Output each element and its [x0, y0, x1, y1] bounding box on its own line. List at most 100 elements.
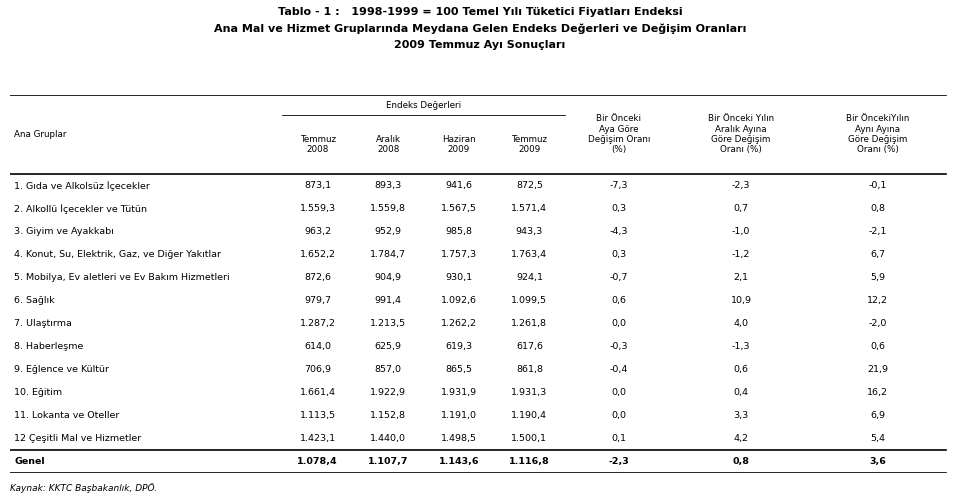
Text: 1.099,5: 1.099,5: [512, 296, 547, 305]
Text: 5,9: 5,9: [870, 273, 885, 282]
Text: 6,9: 6,9: [870, 411, 885, 420]
Text: 21,9: 21,9: [867, 365, 888, 374]
Text: Aralık
2008: Aralık 2008: [375, 135, 400, 154]
Text: 941,6: 941,6: [445, 181, 472, 190]
Text: 4,0: 4,0: [733, 319, 749, 328]
Text: 4,2: 4,2: [733, 434, 749, 443]
Text: 12 Çeşitli Mal ve Hizmetler: 12 Çeşitli Mal ve Hizmetler: [14, 434, 141, 443]
Text: -2,3: -2,3: [609, 457, 629, 466]
Text: -0,3: -0,3: [610, 342, 628, 351]
Text: 1.567,5: 1.567,5: [441, 204, 477, 213]
Text: Temmuz
2009: Temmuz 2009: [512, 135, 547, 154]
Text: 625,9: 625,9: [374, 342, 402, 351]
Text: 0,1: 0,1: [612, 434, 626, 443]
Text: 1.423,1: 1.423,1: [300, 434, 336, 443]
Text: 1.113,5: 1.113,5: [300, 411, 336, 420]
Text: 1.116,8: 1.116,8: [509, 457, 550, 466]
Text: 2,1: 2,1: [733, 273, 749, 282]
Text: 0,0: 0,0: [612, 411, 626, 420]
Text: 0,4: 0,4: [733, 388, 749, 397]
Text: 1.498,5: 1.498,5: [441, 434, 477, 443]
Text: 2. Alkollü İçecekler ve Tütün: 2. Alkollü İçecekler ve Tütün: [14, 204, 147, 214]
Text: 5. Mobilya, Ev aletleri ve Ev Bakım Hizmetleri: 5. Mobilya, Ev aletleri ve Ev Bakım Hizm…: [14, 273, 230, 282]
Text: 8. Haberleşme: 8. Haberleşme: [14, 342, 84, 351]
Text: 7. Ulaştırma: 7. Ulaştırma: [14, 319, 72, 328]
Text: 6,7: 6,7: [870, 250, 885, 259]
Text: 10,9: 10,9: [731, 296, 752, 305]
Text: 16,2: 16,2: [867, 388, 888, 397]
Text: 10. Eğitim: 10. Eğitim: [14, 388, 62, 397]
Text: Bir ÖncekiYılın
Aynı Ayına
Göre Değişim
Oranı (%): Bir ÖncekiYılın Aynı Ayına Göre Değişim …: [846, 114, 909, 154]
Text: 0,6: 0,6: [612, 296, 626, 305]
Text: 985,8: 985,8: [445, 227, 472, 236]
Text: 5,4: 5,4: [870, 434, 885, 443]
Text: 1.078,4: 1.078,4: [298, 457, 338, 466]
Text: Bir Önceki Yılın
Aralık Ayına
Göre Değişim
Oranı (%): Bir Önceki Yılın Aralık Ayına Göre Değiş…: [708, 114, 774, 154]
Text: 0,8: 0,8: [732, 457, 750, 466]
Text: 1.559,8: 1.559,8: [371, 204, 406, 213]
Text: 1.931,3: 1.931,3: [512, 388, 547, 397]
Text: 11. Lokanta ve Oteller: 11. Lokanta ve Oteller: [14, 411, 120, 420]
Text: 1.500,1: 1.500,1: [512, 434, 547, 443]
Text: 872,5: 872,5: [516, 181, 543, 190]
Text: 873,1: 873,1: [304, 181, 331, 190]
Text: 865,5: 865,5: [445, 365, 472, 374]
Text: -1,2: -1,2: [732, 250, 751, 259]
Text: Ana Gruplar: Ana Gruplar: [14, 130, 67, 139]
Text: 1.191,0: 1.191,0: [441, 411, 477, 420]
Text: 963,2: 963,2: [304, 227, 331, 236]
Text: -0,1: -0,1: [868, 181, 887, 190]
Text: 614,0: 614,0: [304, 342, 331, 351]
Text: 6. Sağlık: 6. Sağlık: [14, 296, 55, 305]
Text: 861,8: 861,8: [516, 365, 543, 374]
Text: 979,7: 979,7: [304, 296, 331, 305]
Text: Kaynak: KKTC Başbakanlık, DPÖ.: Kaynak: KKTC Başbakanlık, DPÖ.: [10, 483, 156, 493]
Text: -7,3: -7,3: [610, 181, 628, 190]
Text: Haziran
2009: Haziran 2009: [442, 135, 475, 154]
Text: 952,9: 952,9: [374, 227, 402, 236]
Text: 857,0: 857,0: [374, 365, 402, 374]
Text: 4. Konut, Su, Elektrik, Gaz, ve Diğer Yakıtlar: 4. Konut, Su, Elektrik, Gaz, ve Diğer Ya…: [14, 250, 222, 259]
Text: 1.213,5: 1.213,5: [371, 319, 406, 328]
Text: 1.092,6: 1.092,6: [441, 296, 477, 305]
Text: 0,3: 0,3: [612, 250, 626, 259]
Text: 943,3: 943,3: [516, 227, 543, 236]
Text: -4,3: -4,3: [610, 227, 628, 236]
Text: 991,4: 991,4: [374, 296, 402, 305]
Text: 1.143,6: 1.143,6: [439, 457, 479, 466]
Text: -1,0: -1,0: [732, 227, 751, 236]
Text: 617,6: 617,6: [516, 342, 543, 351]
Text: Ana Mal ve Hizmet Gruplarında Meydana Gelen Endeks Değerleri ve Değişim Oranları: Ana Mal ve Hizmet Gruplarında Meydana Ge…: [214, 24, 746, 34]
Text: Endeks Değerleri: Endeks Değerleri: [386, 101, 461, 110]
Text: 930,1: 930,1: [445, 273, 472, 282]
Text: 1.652,2: 1.652,2: [300, 250, 336, 259]
Text: 0,6: 0,6: [733, 365, 749, 374]
Text: -2,3: -2,3: [732, 181, 751, 190]
Text: -1,3: -1,3: [732, 342, 751, 351]
Text: 1.784,7: 1.784,7: [371, 250, 406, 259]
Text: 619,3: 619,3: [445, 342, 472, 351]
Text: Bir Önceki
Aya Göre
Değişim Oranı
(%): Bir Önceki Aya Göre Değişim Oranı (%): [588, 114, 650, 154]
Text: 2009 Temmuz Ayı Sonuçları: 2009 Temmuz Ayı Sonuçları: [395, 40, 565, 50]
Text: 3,3: 3,3: [733, 411, 749, 420]
Text: 3. Giyim ve Ayakkabı: 3. Giyim ve Ayakkabı: [14, 227, 114, 236]
Text: 0,3: 0,3: [612, 204, 626, 213]
Text: 1.107,7: 1.107,7: [368, 457, 409, 466]
Text: 0,8: 0,8: [870, 204, 885, 213]
Text: 1.440,0: 1.440,0: [371, 434, 406, 443]
Text: 1.559,3: 1.559,3: [300, 204, 336, 213]
Text: 9. Eğlence ve Kültür: 9. Eğlence ve Kültür: [14, 365, 109, 374]
Text: 1.262,2: 1.262,2: [441, 319, 477, 328]
Text: 1. Gıda ve Alkolsüz İçecekler: 1. Gıda ve Alkolsüz İçecekler: [14, 181, 150, 191]
Text: 706,9: 706,9: [304, 365, 331, 374]
Text: Tablo - 1 :   1998-1999 = 100 Temel Yılı Tüketici Fiyatları Endeksi: Tablo - 1 : 1998-1999 = 100 Temel Yılı T…: [277, 7, 683, 17]
Text: 1.571,4: 1.571,4: [512, 204, 547, 213]
Text: 3,6: 3,6: [869, 457, 886, 466]
Text: -2,0: -2,0: [868, 319, 887, 328]
Text: 1.757,3: 1.757,3: [441, 250, 477, 259]
Text: 1.261,8: 1.261,8: [512, 319, 547, 328]
Text: 924,1: 924,1: [516, 273, 543, 282]
Text: 1.287,2: 1.287,2: [300, 319, 336, 328]
Text: Temmuz
2008: Temmuz 2008: [300, 135, 336, 154]
Text: 1.190,4: 1.190,4: [512, 411, 547, 420]
